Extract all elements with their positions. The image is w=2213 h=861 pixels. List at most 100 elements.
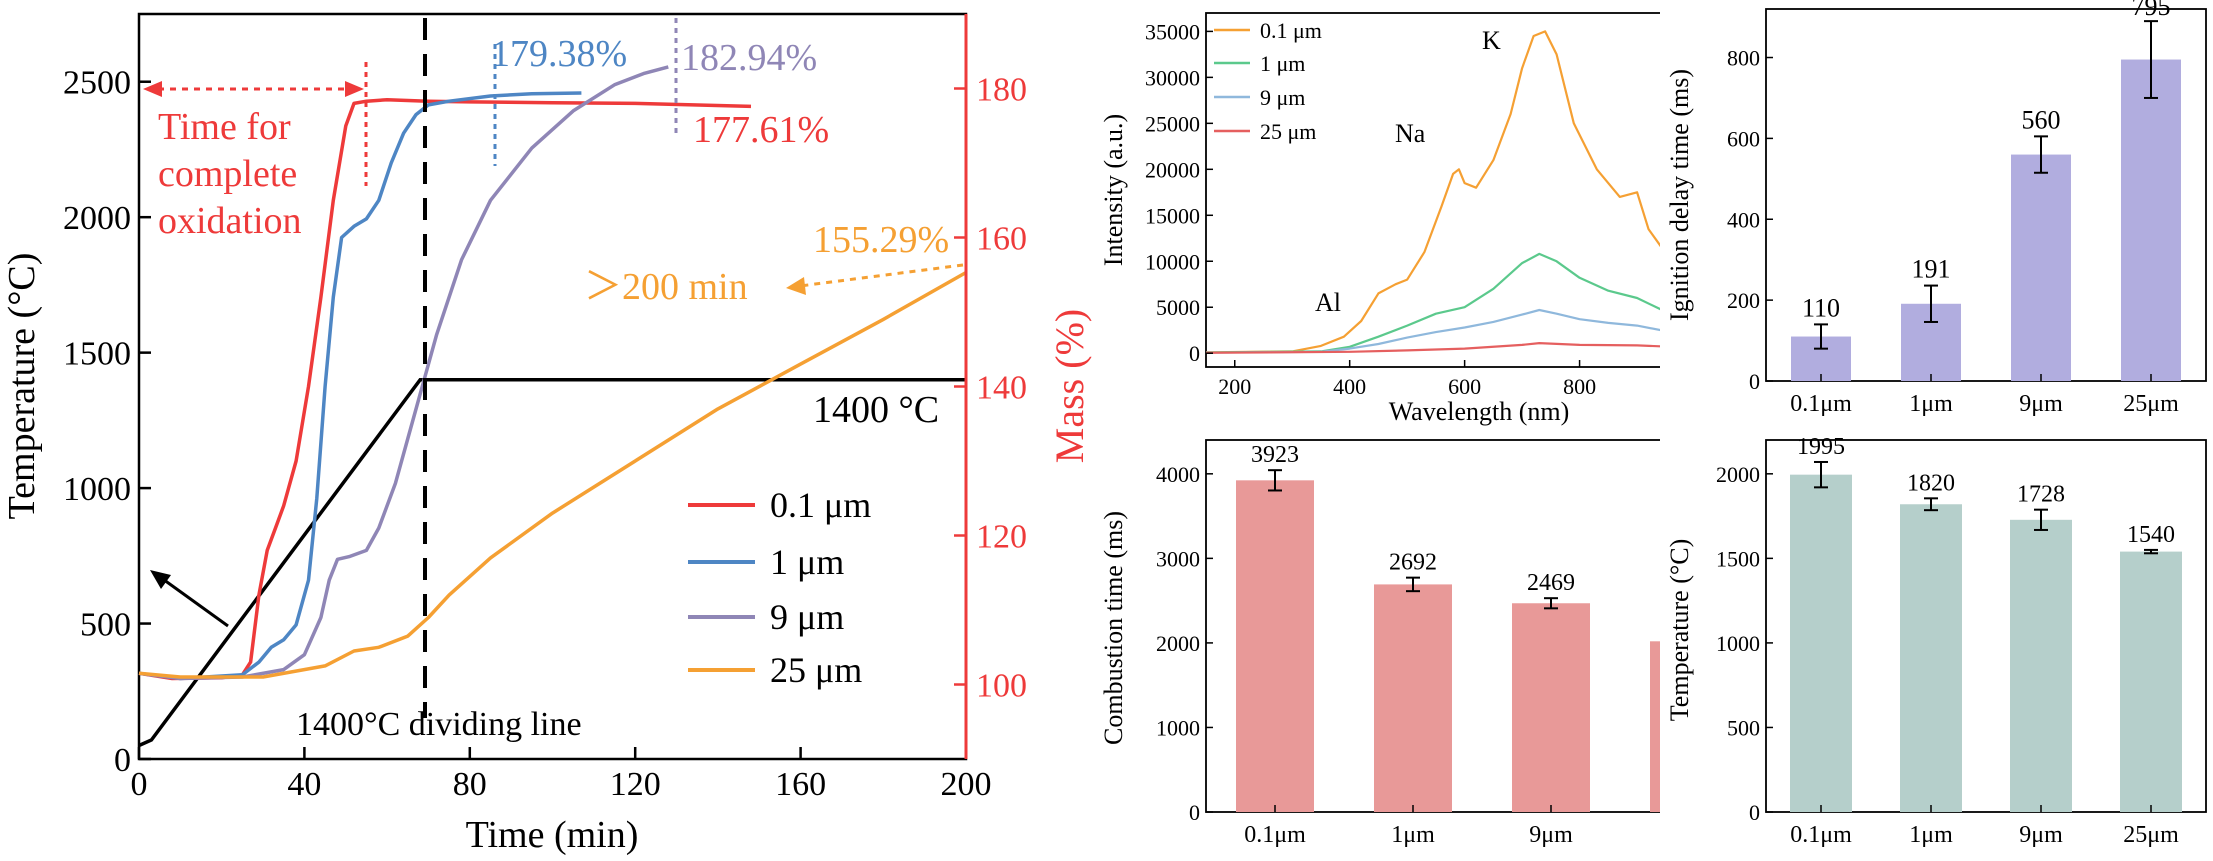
category-label-1m: 1μm [1909,822,1953,848]
bar-25m [2120,551,2182,812]
spectra-legend: 0.1 μm 1 μm 9 μm 25 μm [1214,18,1322,144]
combustion-chart: 3923269224692019 0.1μm1μm9μm25μm01000200… [1100,439,1660,848]
value-label-9m: 2469 [1527,570,1575,596]
bar-y-tick-label: 200 [1727,288,1760,313]
category-label-1m: 1μm [1909,391,1953,417]
value-label-25m: 795 [2132,0,2171,21]
annotation-oxidation-line2: complete [158,153,297,195]
temperature-axis-arrow [159,575,229,628]
spectrum-line-1m [1205,252,1660,354]
spectra-y-tick-label: 0 [1189,341,1200,366]
bar-1m [1374,584,1452,812]
spectra-x-tick-label: 800 [1563,374,1596,399]
spectra-x-tick-label: 400 [1333,374,1366,399]
category-label-0.1m: 0.1μm [1244,822,1306,848]
y-tick-label-left: 1500 [63,336,131,373]
spectra-legend-label-0.1um: 0.1 μm [1260,18,1322,43]
x-tick-label: 160 [775,766,826,803]
y-tick-label-left: 2000 [63,200,131,237]
category-label-9m: 9μm [2019,822,2063,848]
value-label-0.1m: 3923 [1251,442,1299,468]
spectra-plot-frame [1205,12,1660,368]
temperature-ylabel: Temperature (°C) [1665,539,1694,722]
bar-9m [1512,603,1590,812]
bar-y-tick-label: 4000 [1156,462,1200,487]
spectrum-line-25m [1205,342,1660,354]
category-label-0.1m: 0.1μm [1790,822,1852,848]
tga-series-group [138,65,967,748]
spectra-y-tick-label: 30000 [1145,65,1200,90]
legend-label-25um: 25 μm [770,650,862,690]
value-label-25m: 1540 [2127,522,2175,548]
combustion-bars-group: 3923269224692019 [1236,442,1660,812]
annotation-dividing-line: 1400°C dividing line [296,706,582,743]
spectra-y-tick-label: 10000 [1145,249,1200,274]
y-tick-label-right: 180 [976,72,1027,109]
ignition-plot-frame [1765,8,2207,382]
category-label-1m: 1μm [1391,822,1435,848]
tga-chart: 0 40 80 120 160 20005001000150020002500100120… [1,12,1092,856]
over-200-arrow-head [786,277,806,295]
tga-axes-group: 0 40 80 120 160 20005001000150020002500100120… [63,14,1027,803]
value-label-1m: 2692 [1389,550,1437,576]
category-label-25m: 25μm [2123,822,2179,848]
ignition-chart: 110 191 560 795 0.1μm 1μm 9μm 25μm 0 200 400 600 80… [1665,0,2207,417]
spectrum-line-9m [1205,308,1660,354]
bar-0.1m [1236,480,1314,812]
value-label-9m: 1728 [2017,482,2065,508]
bar-1m [1900,504,1962,812]
bar-y-tick-label: 2000 [1156,631,1200,656]
bar-y-tick-label: 1000 [1716,631,1760,656]
temperature-chart: 1995 1820 1728 1540 0.1μm 1μm 9μm 25μm 0 500 1000… [1665,434,2207,848]
annotation-155: 155.29% [813,219,949,261]
series-line-25m [138,270,967,679]
over-200-arrow [799,263,964,288]
spectra-y-tick-label: 35000 [1145,19,1200,44]
legend-label-1um: 1 μm [770,542,844,582]
value-label-0.1m: 110 [1802,293,1840,322]
series-line-1m [138,91,582,681]
combustion-axes-group: 0.1μm1μm9μm25μm01000200030004000 [1156,462,1573,848]
spectra-x-tick-label: 600 [1448,374,1481,399]
series-line-temperature-program [138,377,966,748]
combustion-plot-frame [1205,439,1660,813]
tga-legend: 0.1 μm 1 μm 9 μm 25 μm [688,485,871,690]
spectra-legend-label-1um: 1 μm [1260,51,1305,76]
bar-y-tick-label: 600 [1727,126,1760,151]
category-label-9m: 9μm [2019,391,2063,417]
y-tick-label-right: 120 [976,519,1027,556]
spectra-legend-label-25um: 25 μm [1260,119,1316,144]
series-line-9m [138,65,669,681]
spectra-legend-label-9um: 9 μm [1260,85,1305,110]
y-tick-label-left: 2500 [63,65,131,102]
legend-label-0.1um: 0.1 μm [770,485,871,525]
temperature-plot-frame [1765,439,2207,813]
bar-y-tick-label: 0 [1749,369,1760,394]
bar-25m [2121,59,2181,381]
x-tick-label: 200 [941,766,992,803]
bar-y-tick-label: 3000 [1156,546,1200,571]
x-tick-label: 120 [610,766,661,803]
y-tick-label-right: 140 [976,370,1027,407]
bar-y-tick-label: 1500 [1716,546,1760,571]
spectrum-line-0.1m [1205,30,1660,354]
annotation-oxidation-line1: Time for [158,106,291,148]
ignition-axes-group: 0.1μm 1μm 9μm 25μm 0 200 400 600 800 [1727,46,2179,417]
annotation-oxidation-line3: oxidation [158,200,302,242]
ignition-ylabel: Ignition delay time (ms) [1665,69,1694,321]
temperature-axis-arrow-head [150,570,171,589]
bar-y-tick-label: 2000 [1716,462,1760,487]
y-tick-label-left: 1000 [63,471,131,508]
peak-label-k: K [1482,26,1501,55]
spectra-y-tick-label: 20000 [1145,157,1200,182]
bar-25m [1650,641,1660,812]
spectra-series-group [1205,30,1660,354]
oxidation-arrow-head-right [345,81,364,97]
bar-y-tick-label: 0 [1749,800,1760,825]
spectra-y-tick-label: 15000 [1145,203,1200,228]
x-tick-label: 80 [453,766,487,803]
spectra-x-tick-label: 200 [1218,374,1251,399]
oxidation-arrow-head-left [143,81,162,97]
bar-9m [2011,154,2071,381]
annotation-182: 182.94% [681,37,817,79]
